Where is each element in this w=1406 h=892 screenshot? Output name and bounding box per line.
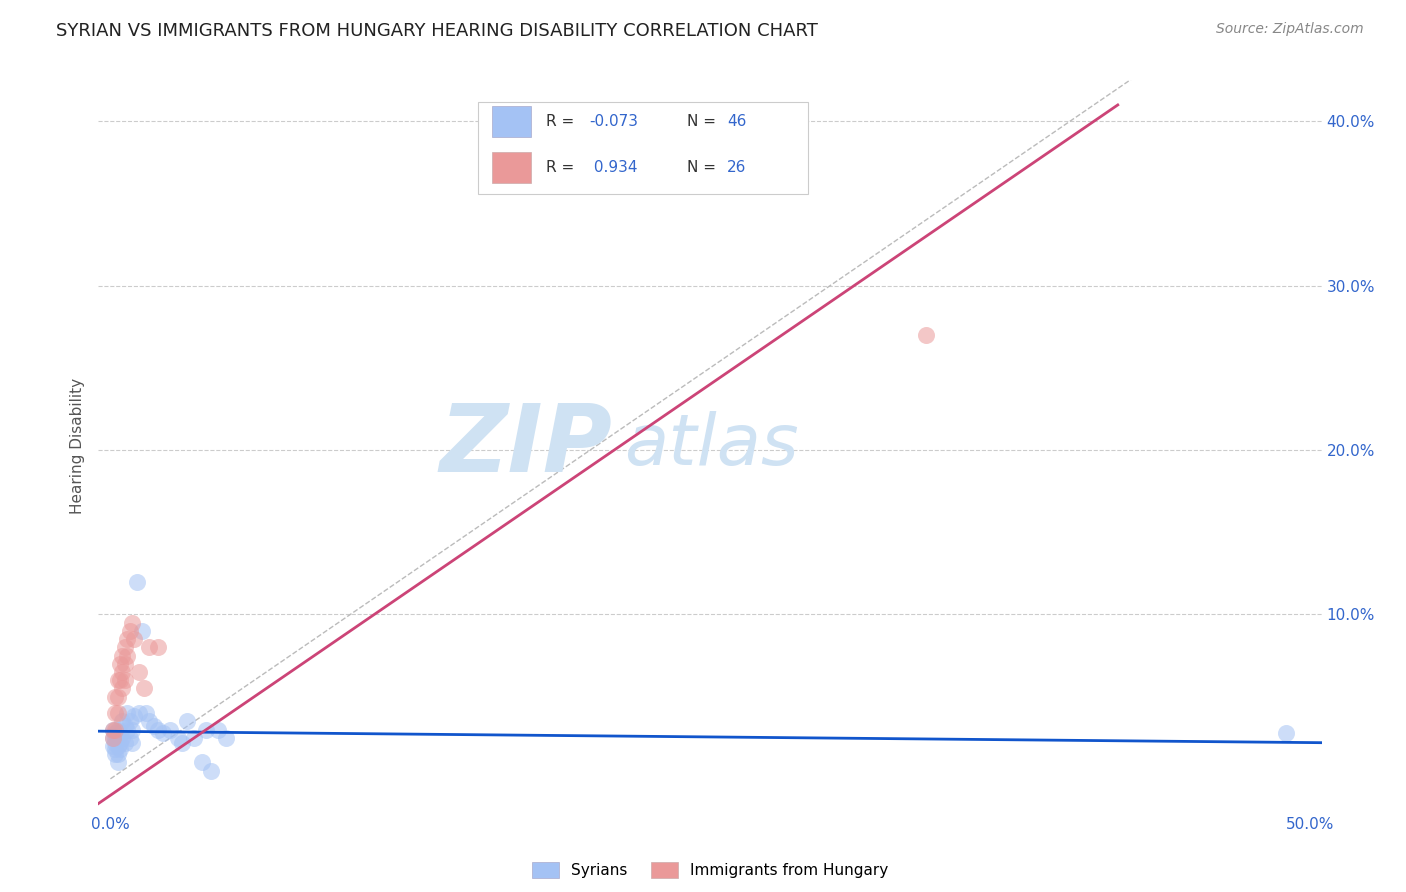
Point [118, 624, 141, 638]
Point [111, 681, 134, 696]
Point [111, 648, 134, 663]
Point [104, 723, 127, 737]
Point [148, 723, 170, 737]
Point [176, 714, 198, 729]
Point [108, 726, 131, 740]
Text: SYRIAN VS IMMIGRANTS FROM HUNGARY HEARING DISABILITY CORRELATION CHART: SYRIAN VS IMMIGRANTS FROM HUNGARY HEARIN… [56, 22, 818, 40]
Point [142, 719, 165, 733]
Point [111, 665, 134, 679]
Text: 46: 46 [727, 114, 747, 129]
Point [107, 739, 129, 753]
Point [104, 726, 127, 740]
FancyBboxPatch shape [478, 103, 808, 194]
Point [114, 657, 136, 671]
Point [132, 681, 155, 696]
Point [107, 673, 129, 688]
Text: 26: 26 [727, 160, 747, 175]
Point [104, 731, 127, 745]
Point [214, 731, 236, 745]
Point [915, 328, 938, 343]
Point [114, 673, 136, 688]
Point [135, 706, 157, 720]
Point [107, 731, 129, 745]
Legend: Syrians, Immigrants from Hungary: Syrians, Immigrants from Hungary [526, 856, 894, 885]
Point [152, 726, 174, 740]
Text: R =: R = [546, 114, 579, 129]
Point [114, 640, 136, 655]
Point [121, 615, 143, 630]
Text: -0.073: -0.073 [589, 114, 638, 129]
Point [107, 756, 129, 770]
Point [121, 736, 143, 750]
Point [107, 706, 129, 720]
Point [207, 723, 229, 737]
Point [101, 731, 124, 745]
Point [104, 736, 127, 750]
Bar [492, 106, 531, 137]
Point [138, 714, 160, 729]
Point [108, 736, 131, 750]
Text: R =: R = [546, 160, 579, 175]
Point [108, 673, 131, 688]
Point [172, 736, 194, 750]
Point [115, 706, 138, 720]
Point [159, 723, 181, 737]
Point [128, 665, 150, 679]
Point [115, 723, 138, 737]
Point [114, 719, 136, 733]
Point [101, 731, 124, 745]
Text: ZIP: ZIP [439, 400, 612, 492]
Point [111, 731, 134, 745]
Point [148, 640, 170, 655]
Point [104, 690, 127, 704]
Point [111, 714, 134, 729]
Point [121, 723, 143, 737]
Point [108, 657, 131, 671]
Point [101, 723, 124, 737]
Text: N =: N = [686, 114, 721, 129]
Point [101, 723, 124, 737]
Point [183, 731, 205, 745]
Point [101, 739, 124, 753]
Point [107, 723, 129, 737]
Point [118, 714, 141, 729]
Point [108, 742, 131, 756]
Point [128, 706, 150, 720]
Point [166, 731, 188, 745]
Text: 0.934: 0.934 [589, 160, 637, 175]
Point [107, 747, 129, 762]
Point [125, 574, 148, 589]
Point [118, 731, 141, 745]
Point [131, 624, 153, 638]
Text: atlas: atlas [624, 411, 799, 481]
Point [107, 690, 129, 704]
Point [104, 706, 127, 720]
Point [195, 723, 218, 737]
Point [124, 709, 146, 723]
Point [114, 736, 136, 750]
Point [104, 747, 127, 762]
Point [124, 632, 146, 647]
Point [104, 742, 127, 756]
Point [1274, 726, 1296, 740]
Point [115, 648, 138, 663]
Y-axis label: Hearing Disability: Hearing Disability [70, 378, 86, 514]
Bar [492, 152, 531, 183]
Text: Source: ZipAtlas.com: Source: ZipAtlas.com [1216, 22, 1364, 37]
Point [115, 632, 138, 647]
Point [138, 640, 160, 655]
Point [200, 764, 222, 778]
Point [190, 756, 212, 770]
Text: N =: N = [686, 160, 721, 175]
